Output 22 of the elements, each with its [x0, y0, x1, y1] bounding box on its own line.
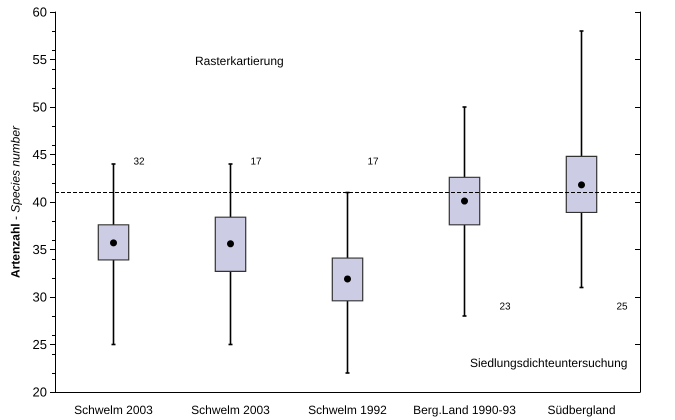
y-tick-label: 60	[32, 4, 47, 20]
x-tick-label: Schwelm 1992	[308, 403, 388, 417]
annotation: 32	[134, 156, 146, 168]
x-tick-label: Südbergland	[547, 403, 616, 417]
annotation: 25	[616, 302, 628, 312]
annotation: 17	[368, 156, 380, 168]
y-tick-label: 40	[32, 194, 47, 210]
y-tick-label: 30	[32, 290, 47, 304]
y-tick-label: 55	[32, 52, 47, 67]
x-tick-label: Berg.Land 1990-93	[413, 403, 516, 417]
annotation: 23	[500, 302, 512, 312]
y-tick-label: 25	[32, 337, 47, 352]
x-tick-label: Schwelm 2003	[74, 403, 154, 417]
annotation: Siedlungsdichteuntersuchung	[470, 356, 628, 370]
x-tick-label: Schwelm 2003	[191, 403, 270, 417]
annotation: Rasterkartierung	[195, 54, 284, 68]
annotation: 17	[250, 156, 262, 168]
y-tick-label: 35	[32, 242, 47, 257]
y-tick-label: 50	[32, 100, 47, 114]
y-axis-title: Artenzahl - Species number	[8, 124, 23, 278]
y-tick-label: 45	[32, 147, 47, 162]
y-tick-label: 20	[32, 384, 47, 400]
